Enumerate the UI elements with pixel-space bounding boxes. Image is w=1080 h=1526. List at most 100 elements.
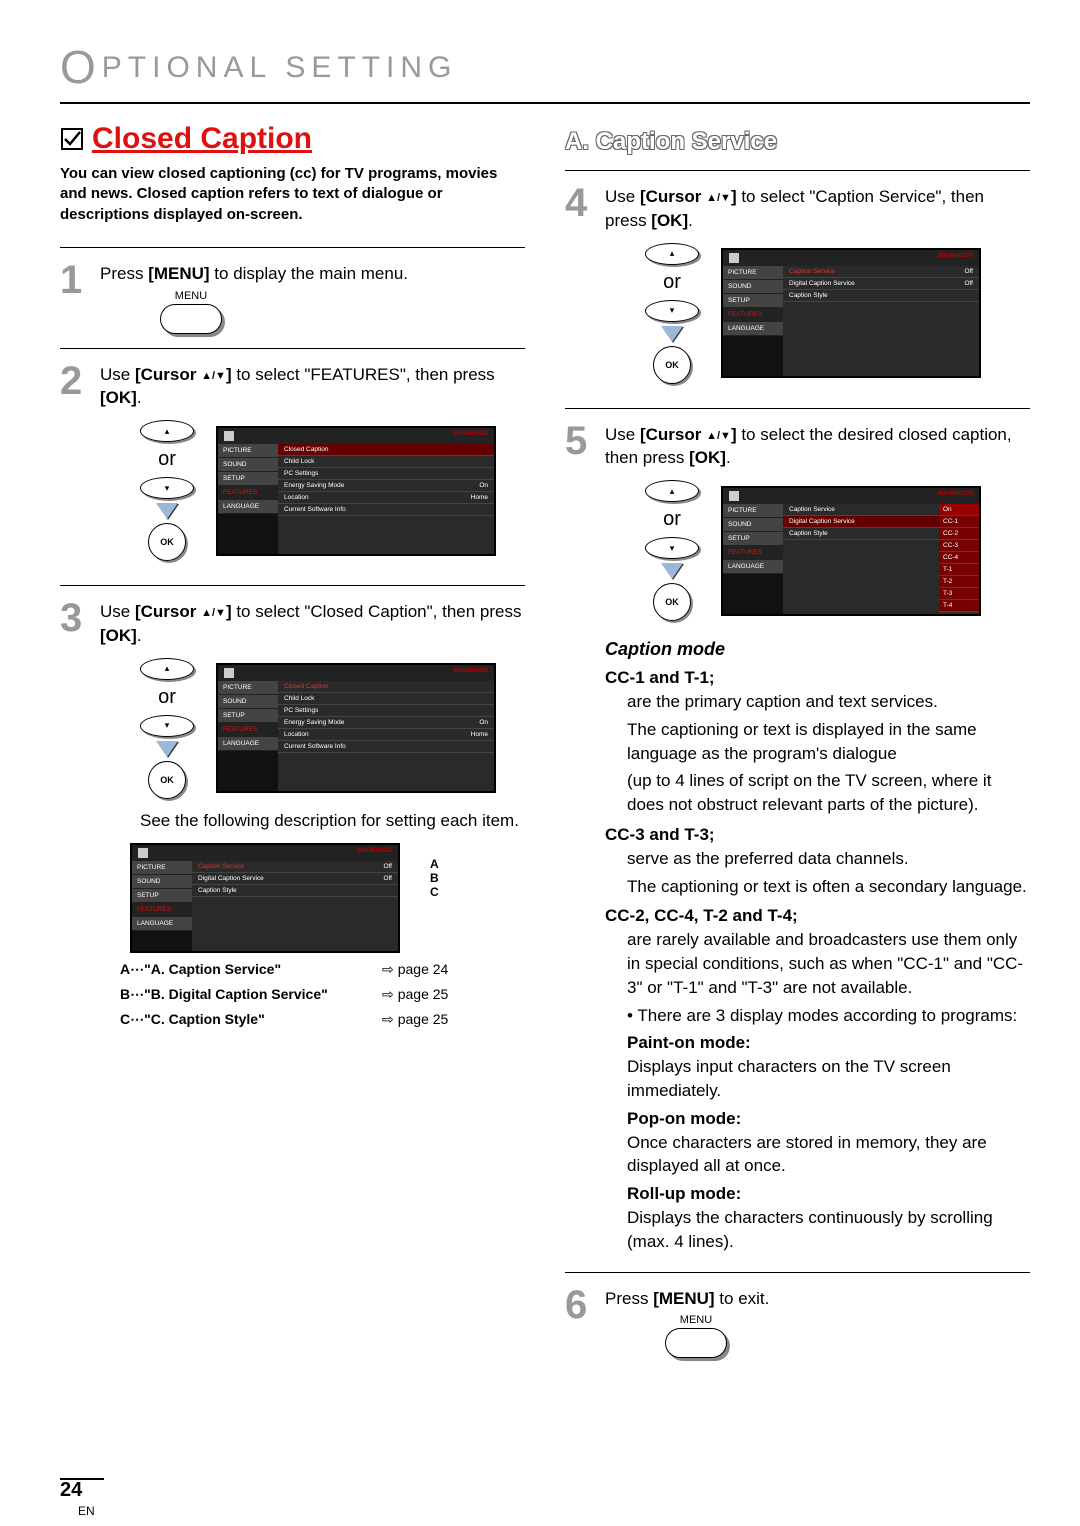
tv-menu-caption-options: MAGNAVOX PICTURE SOUND SETUP FEATURES LA… <box>721 486 981 616</box>
doc-icon <box>138 848 148 858</box>
mode-cc3-t3: CC-3 and T-3; serve as the preferred dat… <box>605 823 1030 898</box>
menu-button-illustration: MENU <box>665 1314 727 1358</box>
two-column-layout: Closed Caption You can view closed capti… <box>60 122 1030 1368</box>
cursor-buttons: ▴ or ▾ OK <box>645 243 699 384</box>
ok-button: OK <box>653 583 691 621</box>
menu-label: MENU <box>665 1314 727 1326</box>
or-text: or <box>663 271 681 294</box>
step3-rule <box>60 585 525 586</box>
heading-rule <box>60 102 1030 104</box>
step-5-text: Use [Cursor ▲/▼] to select the desired c… <box>605 423 1030 471</box>
ref-row-c: C⋯"C. Caption Style" page 25 <box>120 1011 525 1028</box>
arrow-right-icon: page 25 <box>382 1011 448 1028</box>
heading-initial: O <box>60 41 102 93</box>
ref-row-a: A⋯"A. Caption Service" page 24 <box>120 961 525 978</box>
step-5: 5 Use [Cursor ▲/▼] to select the desired… <box>565 423 1030 1258</box>
paint-on-title: Paint-on mode: <box>627 1031 1030 1055</box>
tv-menu-caption-service: MAGNAVOX PICTURE SOUND SETUP FEATURES LA… <box>721 248 981 378</box>
step-2-illustration: ▴ or ▾ OK MAGNAVOX PICTURE SOUND SETUP <box>140 420 525 561</box>
step5-rule <box>565 408 1030 409</box>
closed-caption-title-row: Closed Caption <box>60 122 525 156</box>
step-2-text: Use [Cursor ▲/▼] to select "FEATURES", t… <box>100 363 525 411</box>
brand-label: MAGNAVOX <box>357 848 392 858</box>
arrow-down-icon <box>156 741 178 757</box>
cursor-up-button: ▴ <box>140 658 194 680</box>
step-5-illustration: ▴ or ▾ OK MAGNAVOX PICTURE SOUND SETUP <box>645 480 1030 621</box>
cursor-buttons: ▴ or ▾ OK <box>140 658 194 799</box>
step-2-number: 2 <box>60 363 90 572</box>
cursor-down-button: ▾ <box>645 537 699 559</box>
see-description: See the following description for settin… <box>140 811 525 831</box>
step-2: 2 Use [Cursor ▲/▼] to select "FEATURES",… <box>60 363 525 572</box>
step-1: 1 Press [MENU] to display the main menu.… <box>60 262 525 334</box>
intro-text: You can view closed captioning (cc) for … <box>60 164 525 225</box>
cursor-buttons: ▴ or ▾ OK <box>140 420 194 561</box>
ok-button: OK <box>148 761 186 799</box>
reference-table: A⋯"A. Caption Service" page 24 B⋯"B. Dig… <box>120 961 525 1028</box>
caption-options-column: On CC-1 CC-2 CC-3 CC-4 T-1 T-2 T-3 T-4 <box>939 504 979 614</box>
section-heading: OPTIONAL SETTING <box>60 40 1030 94</box>
closed-caption-title: Closed Caption <box>92 122 312 156</box>
step-5-number: 5 <box>565 423 595 1258</box>
mode-cc1-t1: CC-1 and T-1; are the primary caption an… <box>605 666 1030 817</box>
arrow-down-icon <box>661 326 683 342</box>
step-1-text: Press [MENU] to display the main menu. <box>100 262 525 286</box>
page-number: 24 <box>60 1479 82 1502</box>
right-column: A. Caption Service 4 Use [Cursor ▲/▼] to… <box>565 122 1030 1368</box>
checkbox-icon <box>60 127 84 151</box>
caption-submenu-illustration: MAGNAVOX PICTURE SOUND SETUP FEATURES LA… <box>130 843 525 953</box>
arrow-right-icon: page 25 <box>382 986 448 1003</box>
cursor-up-button: ▴ <box>645 480 699 502</box>
pop-on-title: Pop-on mode: <box>627 1107 1030 1131</box>
features-content: Closed Caption Child Lock PC Settings En… <box>278 444 494 554</box>
arrow-down-icon <box>156 503 178 519</box>
page-language: EN <box>78 1504 95 1518</box>
step-4-illustration: ▴ or ▾ OK MAGNAVOX PICTURE SOUND SETUP <box>645 243 1030 384</box>
menu-button-illustration: MENU <box>160 290 222 334</box>
brand-label: MAGNAVOX <box>453 668 488 678</box>
step-4: 4 Use [Cursor ▲/▼] to select "Caption Se… <box>565 185 1030 394</box>
brand-label: MAGNAVOX <box>938 491 973 501</box>
menu-label: MENU <box>160 290 222 302</box>
step-6: 6 Press [MENU] to exit. MENU <box>565 1287 1030 1359</box>
step-6-text: Press [MENU] to exit. <box>605 1287 1030 1311</box>
step1-rule <box>60 247 525 248</box>
doc-icon <box>729 253 739 263</box>
step2-rule <box>60 348 525 349</box>
mode-cc2-cc4-t2-t4: CC-2, CC-4, T-2 and T-4; are rarely avai… <box>605 904 1030 1253</box>
ok-button: OK <box>653 346 691 384</box>
ref-row-b: B⋯"B. Digital Caption Service" page 25 <box>120 986 525 1003</box>
caption-mode-heading: Caption mode <box>605 639 1030 660</box>
cursor-down-button: ▾ <box>140 715 194 737</box>
callout-a: A <box>430 857 439 871</box>
doc-icon <box>224 668 234 678</box>
step-4-text: Use [Cursor ▲/▼] to select "Caption Serv… <box>605 185 1030 233</box>
step-3-number: 3 <box>60 600 90 1036</box>
caption-service-heading: A. Caption Service <box>565 128 1030 156</box>
arrow-down-icon <box>661 563 683 579</box>
tab-labels: PICTURE SOUND SETUP FEATURES LANGUAGE <box>218 444 278 554</box>
remote-menu-button <box>160 304 222 334</box>
step-4-number: 4 <box>565 185 595 394</box>
tv-menu-closed-caption: MAGNAVOX PICTURE SOUND SETUP FEATURES LA… <box>216 663 496 793</box>
cursor-down-button: ▾ <box>140 477 194 499</box>
left-column: Closed Caption You can view closed capti… <box>60 122 525 1368</box>
cursor-buttons: ▴ or ▾ OK <box>645 480 699 621</box>
cursor-down-button: ▾ <box>645 300 699 322</box>
step-6-number: 6 <box>565 1287 595 1359</box>
callout-b: B <box>430 871 439 885</box>
tv-menu-caption-sub: MAGNAVOX PICTURE SOUND SETUP FEATURES LA… <box>130 843 400 953</box>
step6-rule <box>565 1272 1030 1273</box>
ok-button: OK <box>148 523 186 561</box>
doc-icon <box>729 491 739 501</box>
brand-label: MAGNAVOX <box>453 431 488 441</box>
doc-icon <box>224 431 234 441</box>
remote-menu-button <box>665 1328 727 1358</box>
step4-rule <box>565 170 1030 171</box>
heading-rest: PTIONAL SETTING <box>102 51 458 84</box>
step-3-illustration: ▴ or ▾ OK MAGNAVOX PICTURE SOUND SETUP <box>140 658 525 799</box>
or-text: or <box>158 448 176 471</box>
step-1-number: 1 <box>60 262 90 334</box>
or-text: or <box>663 508 681 531</box>
roll-up-title: Roll-up mode: <box>627 1182 1030 1206</box>
